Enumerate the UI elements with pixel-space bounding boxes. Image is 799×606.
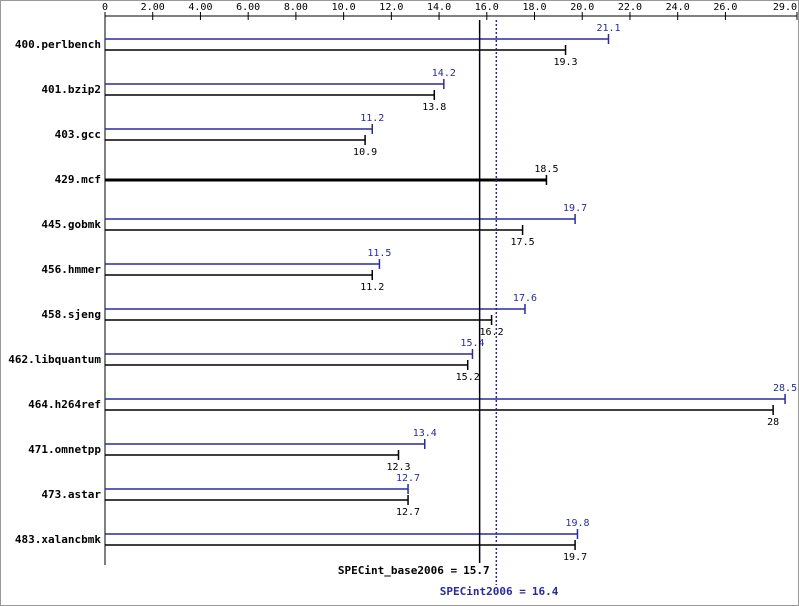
category-label: 462.libquantum [8, 353, 101, 366]
category-label: 401.bzip2 [41, 83, 101, 96]
value-label: 18.5 [534, 164, 558, 175]
x-tick-label: 2.00 [141, 2, 165, 13]
value-label: 11.5 [367, 248, 391, 259]
category-label: 445.gobmk [41, 218, 101, 231]
value-label: 13.4 [413, 428, 437, 439]
x-tick-label: 0 [102, 2, 108, 13]
category-label: 429.mcf [55, 173, 101, 186]
value-label: 19.8 [565, 518, 589, 529]
category-label: 403.gcc [55, 128, 101, 141]
reference-label-value: 15.7 [463, 564, 490, 577]
category-label: 456.hmmer [41, 263, 101, 276]
value-label: 16.2 [480, 327, 504, 338]
category-label: 464.h264ref [28, 398, 101, 411]
x-tick-label: 8.00 [284, 2, 308, 13]
value-label: 12.3 [386, 462, 410, 473]
category-label: 473.astar [41, 488, 101, 501]
value-label: 10.9 [353, 147, 377, 158]
category-label: 483.xalancbmk [15, 533, 101, 546]
value-label: 15.4 [460, 338, 484, 349]
value-label: 17.5 [511, 237, 535, 248]
value-label: 11.2 [360, 282, 384, 293]
value-label: 19.7 [563, 552, 587, 563]
x-tick-label: 4.00 [188, 2, 212, 13]
x-tick-label: 6.00 [236, 2, 260, 13]
value-label: 12.7 [396, 473, 420, 484]
x-tick-label: 10.0 [332, 2, 356, 13]
reference-label-text: SPECint_base2006 = [338, 564, 458, 577]
x-tick-label: 24.0 [666, 2, 690, 13]
reference-label-value: 16.4 [532, 585, 559, 598]
x-tick-label: 18.0 [522, 2, 546, 13]
category-label: 471.omnetpp [28, 443, 101, 456]
reference-label: SPECint2006 = 16.4 [440, 585, 559, 598]
x-tick-label: 12.0 [379, 2, 403, 13]
x-tick-label: 29.0 [773, 2, 797, 13]
value-label: 14.2 [432, 68, 456, 79]
reference-label: SPECint_base2006 = 15.7 [338, 564, 490, 577]
category-label: 400.perlbench [15, 38, 101, 51]
value-label: 28 [767, 417, 779, 428]
value-label: 28.5 [773, 383, 797, 394]
value-label: 15.2 [456, 372, 480, 383]
value-label: 13.8 [422, 102, 446, 113]
value-label: 21.1 [596, 23, 620, 34]
value-label: 11.2 [360, 113, 384, 124]
x-tick-label: 26.0 [713, 2, 737, 13]
value-label: 17.6 [513, 293, 537, 304]
x-tick-label: 14.0 [427, 2, 451, 13]
value-label: 12.7 [396, 507, 420, 518]
value-label: 19.7 [563, 203, 587, 214]
x-tick-label: 16.0 [475, 2, 499, 13]
value-label: 19.3 [553, 57, 577, 68]
x-tick-label: 22.0 [618, 2, 642, 13]
x-tick-label: 20.0 [570, 2, 594, 13]
category-label: 458.sjeng [41, 308, 101, 321]
reference-label-text: SPECint2006 = [440, 585, 526, 598]
